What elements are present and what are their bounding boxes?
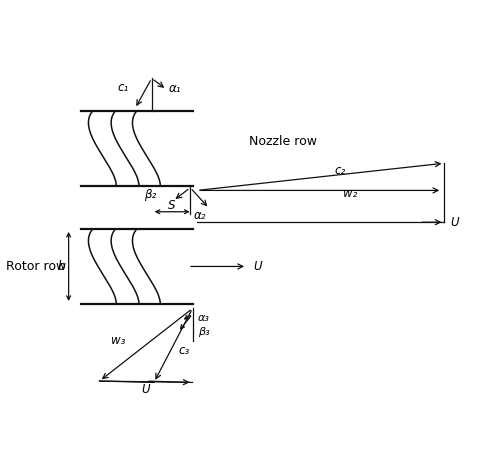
Text: b: b [57,260,65,273]
Text: α₃: α₃ [198,313,210,323]
Text: Rotor row: Rotor row [6,260,67,273]
Text: c₃: c₃ [179,344,190,357]
Text: c₂: c₂ [334,164,346,177]
Text: w₃: w₃ [111,334,125,347]
Text: β₂: β₂ [144,187,156,201]
Text: S: S [168,199,176,212]
Text: U: U [450,216,458,229]
Text: U: U [142,383,150,396]
Text: α₂: α₂ [194,209,206,222]
Text: Nozzle row: Nozzle row [249,135,317,148]
Text: β₃: β₃ [198,327,209,337]
Text: w₂: w₂ [343,187,358,200]
Text: c₁: c₁ [118,81,129,94]
Text: α₁: α₁ [169,82,181,95]
Text: U: U [253,260,261,273]
